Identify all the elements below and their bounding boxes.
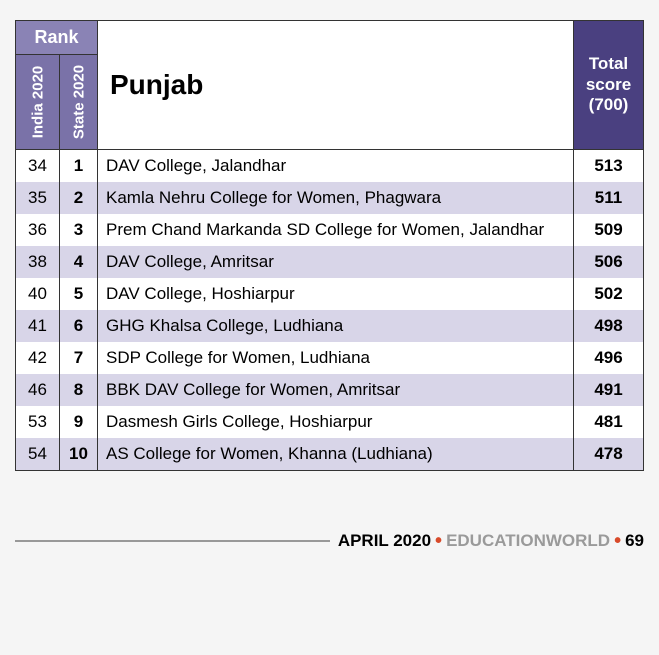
- score-cell: 481: [574, 406, 644, 438]
- india-rank-header: India 2020: [16, 55, 60, 150]
- college-name-cell: SDP College for Women, Ludhiana: [98, 342, 574, 374]
- region-header: Punjab: [98, 21, 574, 150]
- score-cell: 478: [574, 438, 644, 471]
- ranking-table-body: 341DAV College, Jalandhar513352Kamla Neh…: [16, 150, 644, 471]
- table-row: 5410AS College for Women, Khanna (Ludhia…: [16, 438, 644, 471]
- score-header-line2: score: [578, 75, 639, 95]
- footer-month: APRIL 2020: [338, 531, 431, 551]
- page-footer: APRIL 2020 • EDUCATIONWORLD • 69: [15, 531, 644, 551]
- college-name-cell: BBK DAV College for Women, Amritsar: [98, 374, 574, 406]
- score-cell: 511: [574, 182, 644, 214]
- india-rank-cell: 35: [16, 182, 60, 214]
- college-name-cell: Prem Chand Markanda SD College for Women…: [98, 214, 574, 246]
- table-row: 341DAV College, Jalandhar513: [16, 150, 644, 183]
- state-rank-cell: 6: [60, 310, 98, 342]
- india-rank-label: India 2020: [29, 66, 46, 139]
- college-name-cell: GHG Khalsa College, Ludhiana: [98, 310, 574, 342]
- score-cell: 491: [574, 374, 644, 406]
- ranking-table: Rank Punjab Total score (700) India 2020…: [15, 20, 644, 471]
- score-cell: 506: [574, 246, 644, 278]
- india-rank-cell: 46: [16, 374, 60, 406]
- score-cell: 502: [574, 278, 644, 310]
- state-rank-cell: 5: [60, 278, 98, 310]
- table-row: 468BBK DAV College for Women, Amritsar49…: [16, 374, 644, 406]
- state-rank-cell: 3: [60, 214, 98, 246]
- score-cell: 509: [574, 214, 644, 246]
- state-rank-cell: 8: [60, 374, 98, 406]
- india-rank-cell: 42: [16, 342, 60, 374]
- india-rank-cell: 36: [16, 214, 60, 246]
- table-row: 405DAV College, Hoshiarpur502: [16, 278, 644, 310]
- state-rank-cell: 2: [60, 182, 98, 214]
- table-row: 539Dasmesh Girls College, Hoshiarpur481: [16, 406, 644, 438]
- table-row: 352Kamla Nehru College for Women, Phagwa…: [16, 182, 644, 214]
- footer-page-number: 69: [625, 531, 644, 551]
- footer-rule: [15, 540, 330, 542]
- rank-header: Rank: [16, 21, 98, 55]
- score-cell: 513: [574, 150, 644, 183]
- india-rank-cell: 41: [16, 310, 60, 342]
- india-rank-cell: 40: [16, 278, 60, 310]
- table-row: 384DAV College, Amritsar506: [16, 246, 644, 278]
- india-rank-cell: 34: [16, 150, 60, 183]
- table-row: 427SDP College for Women, Ludhiana496: [16, 342, 644, 374]
- india-rank-cell: 54: [16, 438, 60, 471]
- score-cell: 498: [574, 310, 644, 342]
- college-name-cell: DAV College, Jalandhar: [98, 150, 574, 183]
- college-name-cell: AS College for Women, Khanna (Ludhiana): [98, 438, 574, 471]
- state-rank-header: State 2020: [60, 55, 98, 150]
- score-header-line1: Total: [578, 54, 639, 74]
- college-name-cell: DAV College, Hoshiarpur: [98, 278, 574, 310]
- table-row: 363Prem Chand Markanda SD College for Wo…: [16, 214, 644, 246]
- state-rank-cell: 7: [60, 342, 98, 374]
- state-rank-cell: 10: [60, 438, 98, 471]
- score-header: Total score (700): [574, 21, 644, 150]
- state-rank-cell: 9: [60, 406, 98, 438]
- state-rank-label: State 2020: [70, 65, 87, 139]
- table-row: 416GHG Khalsa College, Ludhiana498: [16, 310, 644, 342]
- score-header-line3: (700): [578, 95, 639, 115]
- india-rank-cell: 38: [16, 246, 60, 278]
- college-name-cell: DAV College, Amritsar: [98, 246, 574, 278]
- footer-magazine: EDUCATIONWORLD: [446, 531, 610, 551]
- college-name-cell: Kamla Nehru College for Women, Phagwara: [98, 182, 574, 214]
- score-cell: 496: [574, 342, 644, 374]
- india-rank-cell: 53: [16, 406, 60, 438]
- state-rank-cell: 4: [60, 246, 98, 278]
- college-name-cell: Dasmesh Girls College, Hoshiarpur: [98, 406, 574, 438]
- state-rank-cell: 1: [60, 150, 98, 183]
